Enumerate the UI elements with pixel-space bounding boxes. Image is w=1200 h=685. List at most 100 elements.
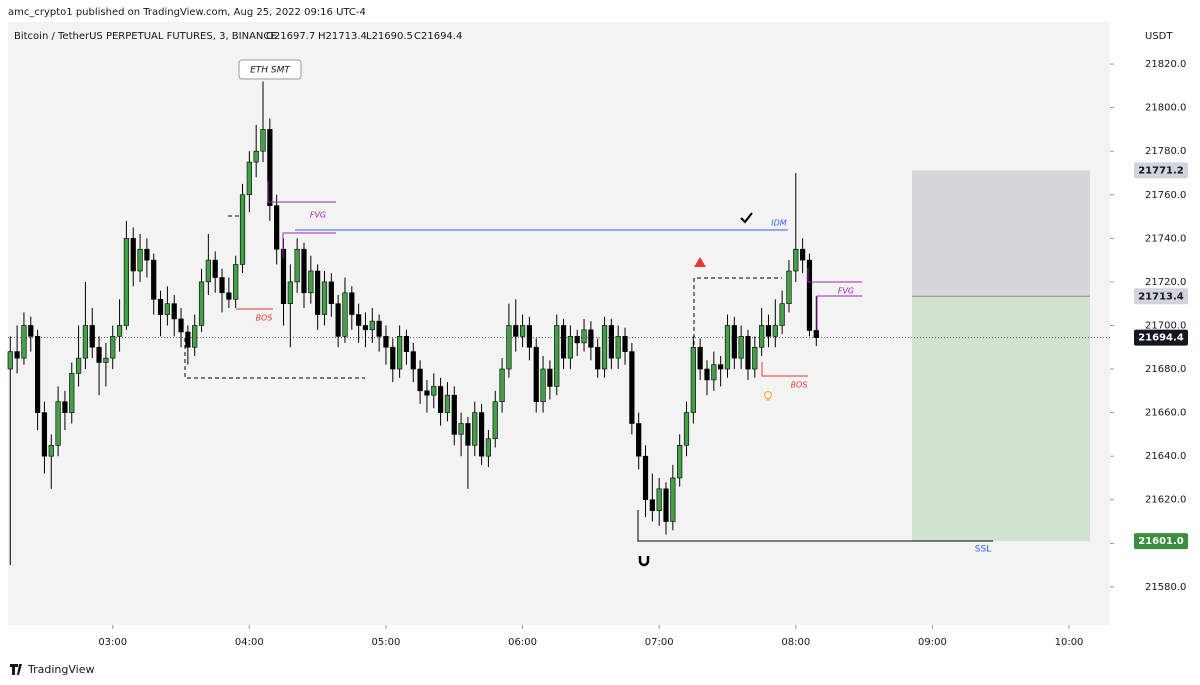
candle-body (745, 336, 751, 370)
candle-body (48, 444, 54, 457)
candle-body (458, 423, 464, 435)
y-tick-label: 21700.0 (1145, 320, 1186, 331)
price-label: 21694.4 (1138, 333, 1184, 344)
candle-body (704, 368, 710, 381)
footer-brand: TradingView (27, 663, 94, 676)
candle-body (608, 325, 614, 359)
candle-body (793, 248, 799, 272)
candle-body (185, 331, 191, 348)
bos-line (761, 362, 808, 377)
fvg-lines (267, 181, 336, 258)
candle-body (376, 320, 382, 337)
candle-body (547, 368, 553, 387)
y-tick-label: 21640.0 (1145, 451, 1186, 462)
candle-body (390, 346, 396, 370)
candle-body (806, 259, 813, 331)
candle-body (649, 499, 655, 511)
candle-body (444, 394, 451, 413)
y-tick-label: 21660.0 (1145, 408, 1186, 419)
candle-body (642, 455, 649, 501)
candle-body (656, 488, 662, 511)
candle-body (663, 488, 669, 522)
candle-body (738, 336, 744, 359)
candle-body (718, 364, 724, 370)
candle-body (622, 336, 628, 352)
axis-layer: 21580.021600.021620.021640.021660.021680… (98, 59, 1188, 648)
candle-body (765, 325, 772, 337)
candle-body (34, 336, 41, 413)
x-tick-label: 04:00 (235, 637, 264, 648)
logo (10, 664, 22, 675)
price-label-bg (1134, 162, 1188, 179)
bos-label: BOS (256, 314, 273, 323)
candle-body (335, 303, 341, 337)
candle-body (41, 412, 48, 457)
y-tick-label: 21760.0 (1145, 190, 1186, 201)
candle-body (410, 351, 416, 370)
candle-body (397, 336, 403, 370)
bos-label: BOS (791, 381, 808, 390)
candle-body (417, 368, 423, 392)
eth-smt-label: ETH SMT (250, 66, 291, 76)
y-tick-label: 21620.0 (1145, 495, 1186, 506)
candle-body (253, 150, 259, 163)
candle-body (239, 194, 246, 265)
ssl-line (637, 510, 993, 542)
candle-body (779, 303, 785, 326)
y-tick-label: 21740.0 (1145, 233, 1186, 244)
price-label: 21601.0 (1138, 536, 1184, 547)
candle-body (110, 336, 116, 359)
candle-body (342, 292, 348, 337)
candle-body (7, 351, 13, 370)
candle-body (144, 248, 150, 261)
candle-body (588, 329, 594, 348)
candle-body (478, 412, 485, 457)
candle-body (636, 423, 642, 457)
candle-body (431, 386, 437, 396)
candle-body (813, 330, 819, 338)
candles-layer (7, 81, 819, 566)
candle-body (731, 325, 737, 359)
ohlc-close: C21694.4 (414, 31, 462, 42)
candle-body (151, 259, 157, 300)
candle-body (424, 390, 430, 396)
candle-body (574, 336, 580, 344)
candle-body (157, 299, 164, 315)
x-tick-label: 03:00 (98, 637, 127, 648)
candle-body (178, 318, 184, 333)
magnet-icon (638, 556, 650, 567)
dashed-level (693, 277, 782, 345)
candle-body (198, 281, 205, 326)
candle-body (383, 336, 389, 348)
candle-body (349, 292, 355, 315)
symbol: Bitcoin / TetherUS PERPETUAL FUTURES, 3,… (14, 31, 277, 42)
candle-body (226, 292, 232, 300)
candle-body (274, 205, 280, 250)
candle-body (786, 270, 792, 304)
candle-body (615, 336, 621, 359)
annotations: ETH SMT FVG BOS IDM BOS FVG SSL (184, 59, 993, 567)
candle-body (321, 281, 328, 315)
candle-body (96, 346, 102, 363)
candle-body (438, 386, 444, 413)
ohlc-low: L21690.5 (366, 31, 413, 42)
candle-body (595, 346, 601, 370)
candle-body (485, 438, 492, 457)
candle-body (287, 281, 293, 304)
candle-body (752, 346, 758, 370)
candle-body (301, 248, 307, 294)
candle-body (362, 325, 369, 331)
x-tick-label: 06:00 (508, 637, 537, 648)
candle-body (690, 346, 696, 413)
candle-body (205, 259, 211, 283)
candle-body (356, 314, 362, 326)
candle-body (451, 394, 457, 435)
candle-body (492, 401, 498, 440)
candle-body (560, 325, 567, 359)
grid-layer (8, 63, 1114, 629)
author-line: amc_crypto1 published on TradingView.com… (8, 7, 366, 18)
price-label-bg (1134, 329, 1188, 346)
price-label: 21771.2 (1138, 165, 1184, 176)
x-tick-label: 05:00 (372, 637, 401, 648)
